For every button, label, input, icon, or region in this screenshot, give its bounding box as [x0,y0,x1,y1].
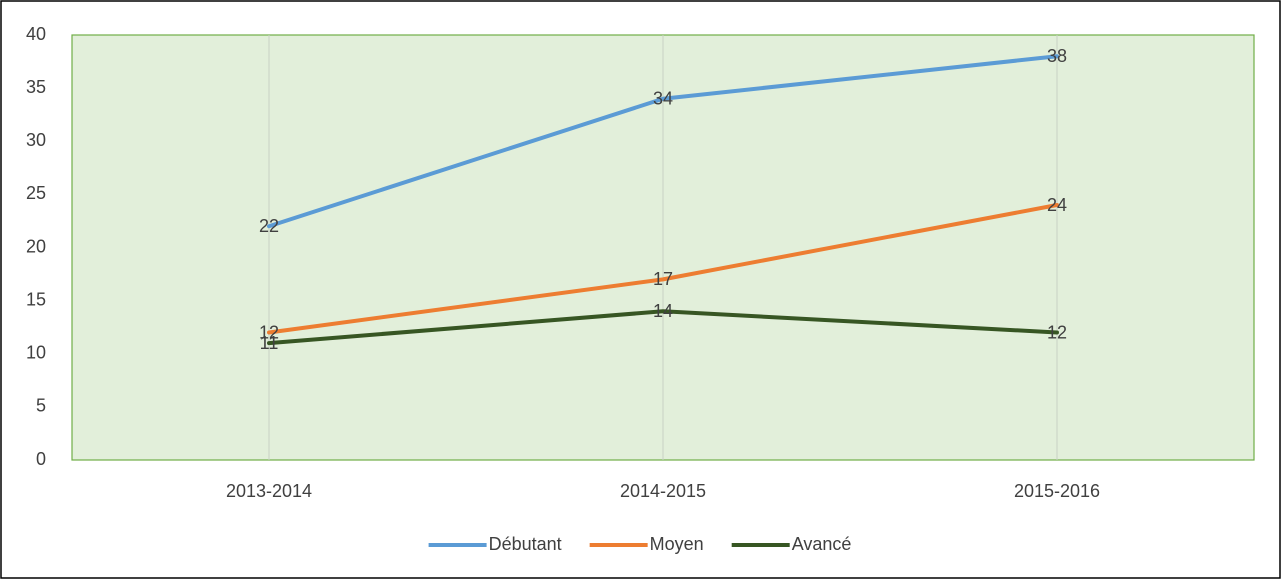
y-tick-label: 0 [36,449,46,469]
y-tick-label: 35 [26,77,46,97]
x-tick-label: 2014-2015 [620,481,706,501]
data-label: 34 [653,89,673,109]
legend-label: Débutant [489,534,562,554]
y-tick-label: 5 [36,396,46,416]
data-label: 11 [260,333,279,353]
y-tick-label: 30 [26,130,46,150]
legend-label: Moyen [650,534,704,554]
y-tick-label: 25 [26,183,46,203]
data-label: 12 [1047,322,1067,342]
data-label: 22 [259,216,279,236]
data-label: 24 [1047,195,1067,215]
y-tick-label: 40 [26,24,46,44]
data-label: 17 [653,269,673,289]
data-label: 38 [1047,46,1067,66]
series-line [267,203,1059,335]
y-tick-label: 10 [26,343,46,363]
data-label: 12 [259,322,279,342]
data-label: 14 [653,301,673,321]
x-tick-label: 2013-2014 [226,481,312,501]
y-tick-label: 15 [26,289,46,309]
series-line [267,54,1059,229]
series-line [267,309,1059,346]
x-tick-label: 2015-2016 [1014,481,1100,501]
legend-label: Avancé [792,534,852,554]
y-tick-label: 20 [26,236,46,256]
